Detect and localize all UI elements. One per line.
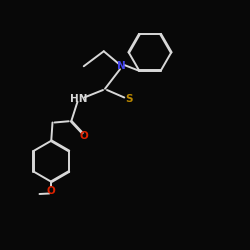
Text: O: O <box>80 131 88 141</box>
Text: HN: HN <box>70 94 87 104</box>
Text: S: S <box>125 94 132 104</box>
Text: N: N <box>117 61 126 71</box>
Text: O: O <box>47 186 56 196</box>
